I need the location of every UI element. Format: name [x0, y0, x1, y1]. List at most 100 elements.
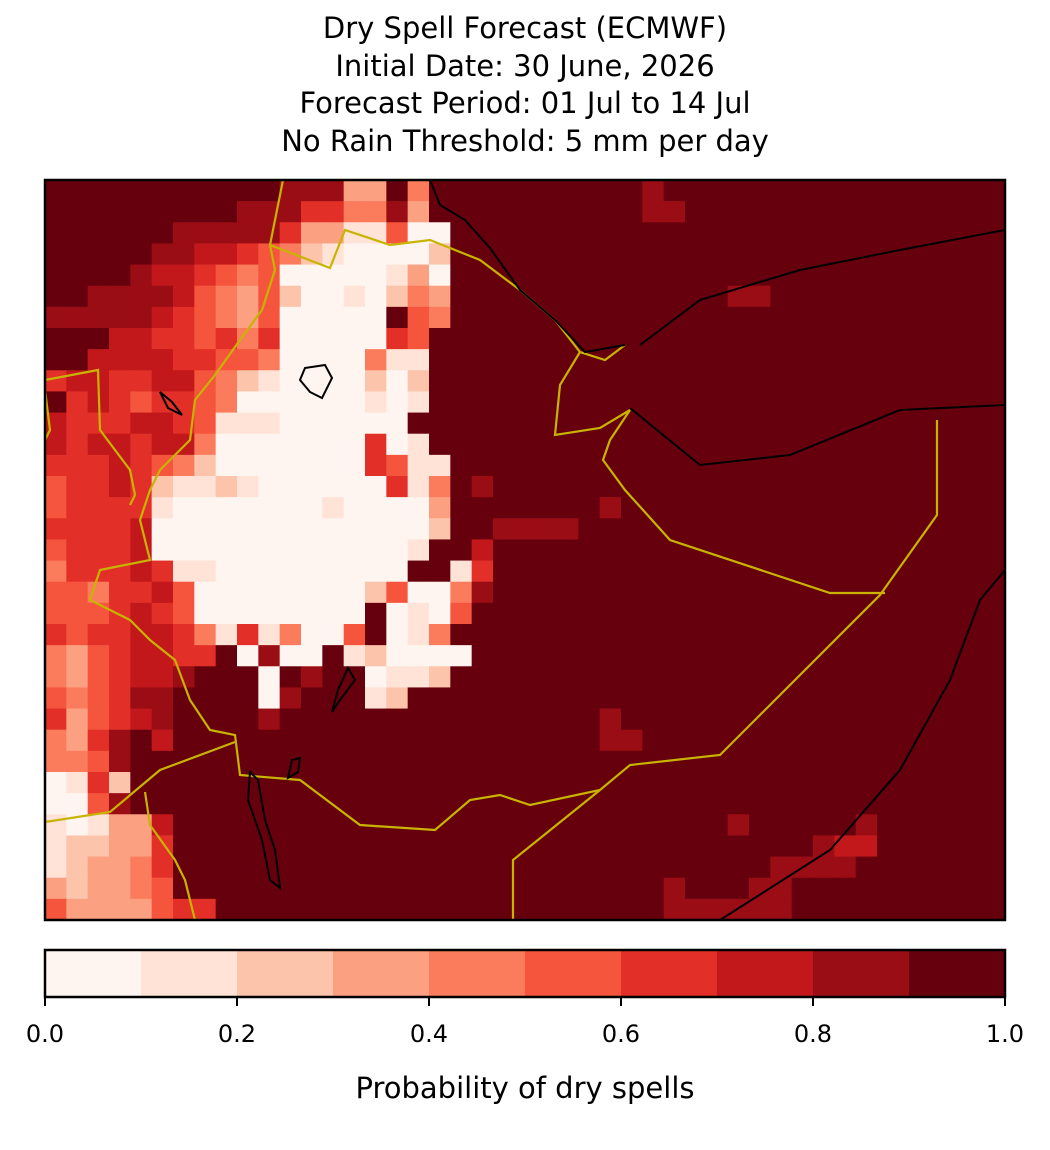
- title-line: Dry Spell Forecast (ECMWF): [323, 11, 727, 45]
- grid-cell: [45, 835, 67, 858]
- grid-cell: [215, 412, 238, 435]
- grid-cell: [727, 349, 750, 371]
- grid-cell: [685, 328, 707, 350]
- grid-cell: [151, 243, 174, 266]
- grid-cell: [557, 201, 579, 223]
- grid-cell: [834, 264, 857, 287]
- grid-cell: [941, 539, 963, 562]
- grid-cell: [706, 370, 729, 393]
- grid-cell: [215, 264, 238, 287]
- colorbar-segment: [525, 950, 621, 997]
- grid-cell: [983, 476, 1006, 498]
- grid-cell: [87, 518, 110, 541]
- grid-cell: [706, 793, 729, 815]
- grid-cell: [493, 370, 515, 393]
- grid-cell: [322, 645, 345, 667]
- grid-cell: [877, 729, 899, 752]
- grid-cell: [173, 645, 195, 667]
- grid-cell: [855, 243, 878, 266]
- grid-cell: [727, 328, 750, 350]
- grid-cell: [450, 877, 473, 900]
- grid-cell: [258, 898, 281, 921]
- grid-cell: [514, 708, 537, 731]
- grid-cell: [429, 877, 451, 900]
- grid-cell: [919, 793, 942, 815]
- grid-cell: [770, 370, 793, 393]
- grid-cell: [109, 243, 131, 266]
- grid-cell: [151, 666, 174, 689]
- grid-cell: [706, 856, 729, 879]
- grid-cell: [898, 306, 921, 329]
- grid-cell: [173, 243, 195, 266]
- grid-cell: [535, 328, 558, 350]
- grid-cell: [685, 814, 707, 837]
- grid-cell: [685, 687, 707, 710]
- grid-cell: [599, 180, 622, 202]
- grid-cell: [493, 180, 515, 202]
- grid-cell: [749, 476, 771, 498]
- grid-cell: [877, 264, 899, 287]
- grid-cell: [279, 898, 302, 921]
- grid-cell: [237, 898, 259, 921]
- grid-cell: [493, 539, 515, 562]
- grid-cell: [87, 539, 110, 562]
- grid-cell: [322, 412, 345, 435]
- grid-cell: [87, 687, 110, 710]
- grid-cell: [514, 306, 537, 329]
- grid-cell: [322, 243, 345, 266]
- grid-cell: [386, 645, 409, 667]
- grid-cell: [301, 814, 323, 837]
- grid-cell: [983, 328, 1006, 350]
- grid-cell: [322, 602, 345, 625]
- grid-cell: [578, 793, 601, 815]
- grid-cell: [663, 814, 686, 837]
- grid-cell: [898, 518, 921, 541]
- grid-cell: [962, 370, 985, 393]
- grid-cell: [450, 708, 473, 731]
- grid-cell: [535, 560, 558, 583]
- grid-cell: [983, 264, 1006, 287]
- grid-cell: [834, 666, 857, 689]
- grid-cell: [45, 772, 67, 794]
- grid-cell: [834, 877, 857, 900]
- grid-cell: [791, 497, 814, 519]
- map-frame: [43, 178, 1007, 922]
- grid-cell: [279, 539, 302, 562]
- grid-cell: [599, 814, 622, 837]
- grid-cell: [557, 285, 579, 308]
- grid-cell: [749, 898, 771, 921]
- grid-cell: [663, 560, 686, 583]
- grid-cell: [727, 370, 750, 393]
- grid-cell: [87, 412, 110, 435]
- grid-cell: [407, 518, 430, 541]
- grid-cell: [621, 729, 643, 752]
- grid-cell: [983, 793, 1006, 815]
- grid-cell: [578, 814, 601, 837]
- grid-cell: [194, 201, 217, 223]
- grid-cell: [962, 687, 985, 710]
- grid-cell: [727, 772, 750, 794]
- grid-cell: [66, 793, 89, 815]
- grid-cell: [727, 835, 750, 858]
- coastline: [639, 229, 1005, 346]
- grid-cell: [109, 835, 131, 858]
- grid-cell: [813, 898, 835, 921]
- grid-cell: [642, 814, 665, 837]
- grid-cell: [621, 539, 643, 562]
- grid-cell: [194, 349, 217, 371]
- grid-cell: [770, 180, 793, 202]
- grid-cell: [215, 476, 238, 498]
- grid-cell: [130, 645, 153, 667]
- grid-cell: [791, 243, 814, 266]
- grid-cell: [151, 624, 174, 646]
- grid-cell: [749, 708, 771, 731]
- grid-cell: [279, 476, 302, 498]
- grid-cell: [66, 391, 89, 414]
- grid-cell: [919, 750, 942, 773]
- grid-cell: [749, 793, 771, 815]
- grid-cell: [237, 497, 259, 519]
- grid-cell: [322, 180, 345, 202]
- grid-cell: [877, 645, 899, 667]
- grid-cell: [621, 306, 643, 329]
- grid-cell: [322, 476, 345, 498]
